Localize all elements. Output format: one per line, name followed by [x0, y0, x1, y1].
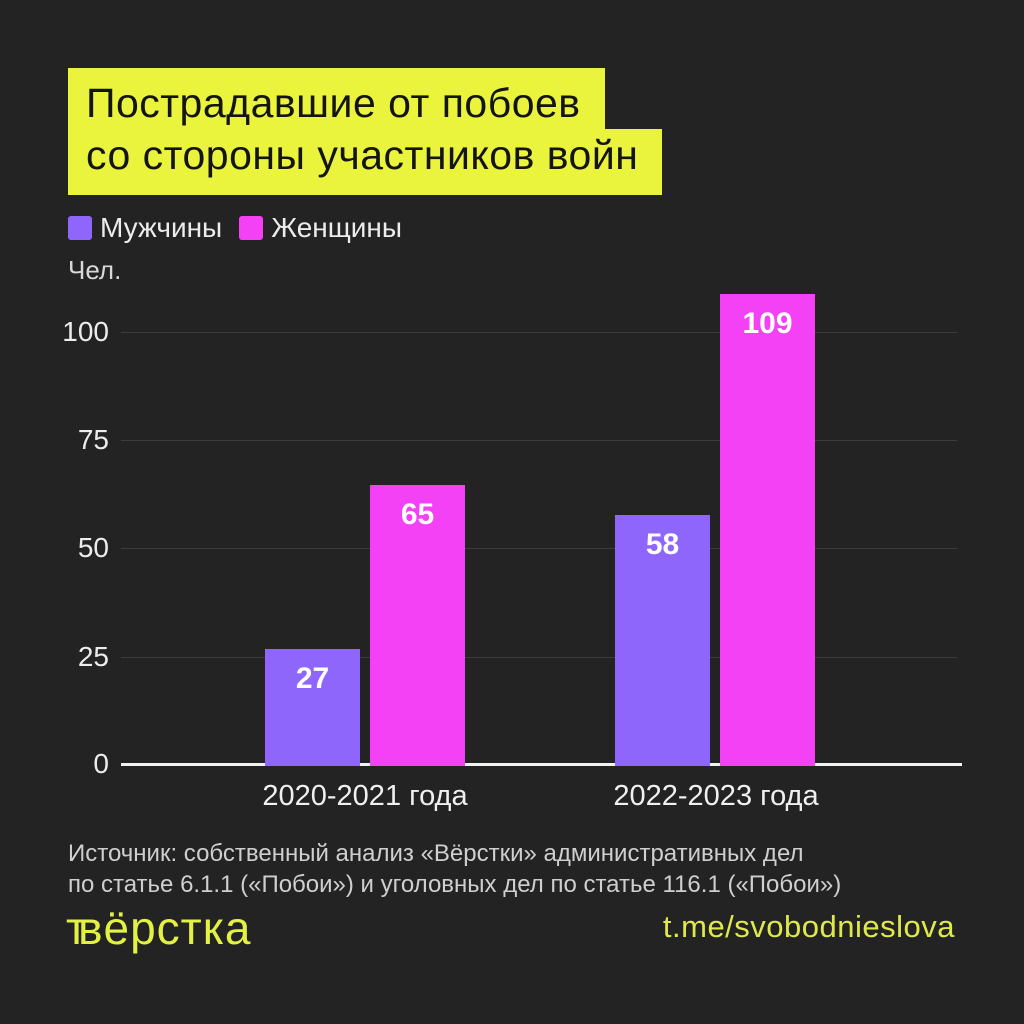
title-line-1: Пострадавшие от побоев	[68, 68, 605, 129]
logo-text: вёрстка	[78, 902, 252, 954]
bar-men-2020-2021: 27	[265, 649, 360, 766]
bar-value-label: 65	[400, 498, 435, 531]
gridline-50	[121, 548, 957, 549]
y-tick-50: 50	[77, 532, 109, 563]
y-axis-unit-label: Чел.	[68, 255, 122, 285]
bar-value-label: 27	[295, 662, 330, 695]
verstka-logo: твёрстка	[66, 901, 251, 955]
x-axis-line	[121, 763, 962, 766]
source-line-1: Источник: собственный анализ «Вёрстки» а…	[68, 840, 804, 867]
gridline-25	[121, 657, 957, 658]
gridline-75	[121, 440, 957, 441]
legend-item-women: Женщины	[239, 212, 402, 244]
gridline-100	[121, 332, 957, 333]
legend-item-men: Мужчины	[68, 212, 222, 244]
logo-ligature-prefix: т	[66, 902, 89, 954]
x-category-2022-2023: 2022-2023 года	[613, 780, 819, 812]
bar-men-2022-2023: 58	[615, 515, 710, 766]
y-tick-25: 25	[77, 641, 109, 672]
y-tick-0: 0	[93, 748, 109, 779]
page-title: Пострадавшие от побоев со стороны участн…	[68, 68, 663, 195]
y-tick-75: 75	[77, 424, 109, 455]
source-line-2: по статье 6.1.1 («Побои») и уголовных де…	[68, 871, 842, 898]
legend-label-men: Мужчины	[100, 212, 223, 243]
bar-value-label: 58	[645, 528, 680, 561]
bar-chart-plot: 100 75 50 25 0 27 65 58 109 2020-2021 го…	[62, 280, 962, 812]
bar-women-2020-2021: 65	[370, 485, 465, 766]
legend-label-women: Женщины	[271, 212, 402, 243]
bar-women-2022-2023: 109	[720, 294, 815, 766]
title-line-2: со стороны участников войн	[68, 129, 663, 195]
chart-legend: Мужчины Женщины	[68, 212, 402, 244]
legend-swatch-women-icon	[239, 216, 264, 240]
bar-value-label: 109	[742, 307, 793, 340]
telegram-link[interactable]: t.me/svobodnieslova	[662, 909, 955, 944]
x-category-2020-2021: 2020-2021 года	[262, 780, 468, 812]
y-tick-100: 100	[62, 316, 109, 347]
legend-swatch-men-icon	[68, 216, 92, 240]
source-note: Источник: собственный анализ «Вёрстки» а…	[68, 838, 841, 900]
